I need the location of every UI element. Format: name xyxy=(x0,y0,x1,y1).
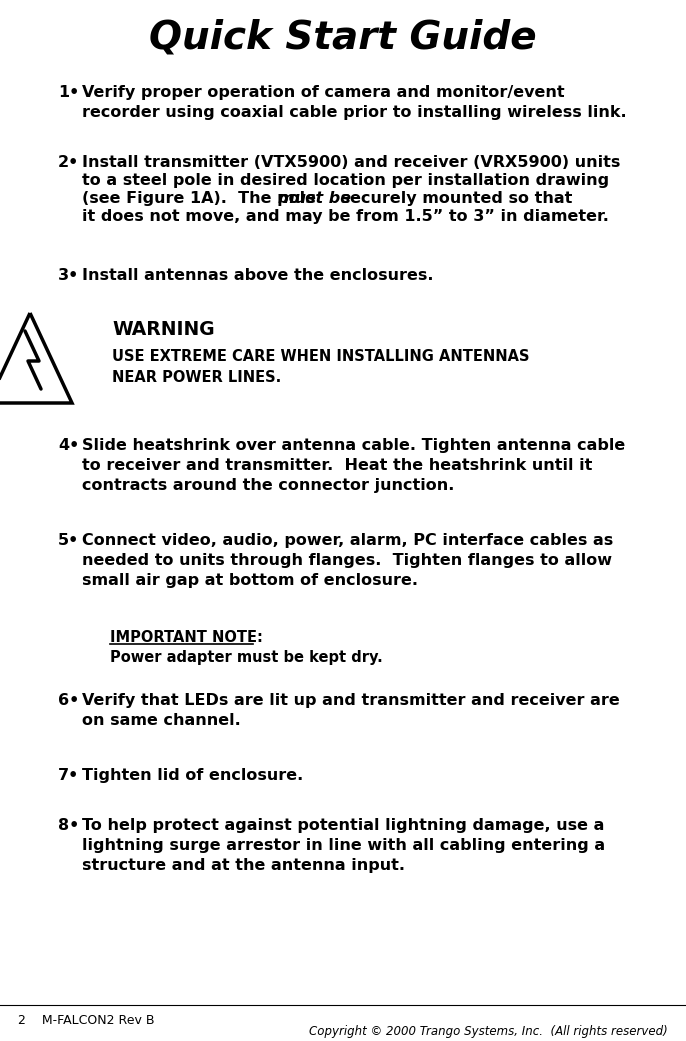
Text: it does not move, and may be from 1.5” to 3” in diameter.: it does not move, and may be from 1.5” t… xyxy=(82,209,609,224)
Text: USE EXTREME CARE WHEN INSTALLING ANTENNAS: USE EXTREME CARE WHEN INSTALLING ANTENNA… xyxy=(112,349,530,364)
Text: 5•: 5• xyxy=(58,533,80,548)
Text: 2•: 2• xyxy=(58,155,80,170)
Text: 7•: 7• xyxy=(58,768,80,783)
Text: Slide heatshrink over antenna cable. Tighten antenna cable
to receiver and trans: Slide heatshrink over antenna cable. Tig… xyxy=(82,438,625,492)
Text: (see Figure 1A).  The pole: (see Figure 1A). The pole xyxy=(82,191,322,206)
Text: securely mounted so that: securely mounted so that xyxy=(335,191,572,206)
Text: 2    M-FALCON2 Rev B: 2 M-FALCON2 Rev B xyxy=(18,1014,154,1026)
Text: to a steel pole in desired location per installation drawing: to a steel pole in desired location per … xyxy=(82,173,609,188)
Text: Install transmitter (VTX5900) and receiver (VRX5900) units: Install transmitter (VTX5900) and receiv… xyxy=(82,155,620,170)
Text: Connect video, audio, power, alarm, PC interface cables as
needed to units throu: Connect video, audio, power, alarm, PC i… xyxy=(82,533,613,587)
Text: must be: must be xyxy=(278,191,351,206)
Text: To help protect against potential lightning damage, use a
lightning surge arrest: To help protect against potential lightn… xyxy=(82,818,605,872)
Text: Verify proper operation of camera and monitor/event
recorder using coaxial cable: Verify proper operation of camera and mo… xyxy=(82,85,626,120)
Text: Verify that LEDs are lit up and transmitter and receiver are
on same channel.: Verify that LEDs are lit up and transmit… xyxy=(82,693,619,728)
Text: IMPORTANT NOTE:: IMPORTANT NOTE: xyxy=(110,630,263,645)
Text: Quick Start Guide: Quick Start Guide xyxy=(149,19,537,57)
Text: Install antennas above the enclosures.: Install antennas above the enclosures. xyxy=(82,268,434,283)
Text: Copyright © 2000 Trango Systems, Inc.  (All rights reserved): Copyright © 2000 Trango Systems, Inc. (A… xyxy=(309,1025,668,1039)
Text: Power adapter must be kept dry.: Power adapter must be kept dry. xyxy=(110,650,383,665)
Text: 4•: 4• xyxy=(58,438,80,453)
Text: 1•: 1• xyxy=(58,85,80,100)
Text: 3•: 3• xyxy=(58,268,80,283)
Text: 6•: 6• xyxy=(58,693,80,708)
Text: Tighten lid of enclosure.: Tighten lid of enclosure. xyxy=(82,768,303,783)
Text: WARNING: WARNING xyxy=(112,320,215,339)
Text: 8•: 8• xyxy=(58,818,80,833)
Text: NEAR POWER LINES.: NEAR POWER LINES. xyxy=(112,370,281,385)
